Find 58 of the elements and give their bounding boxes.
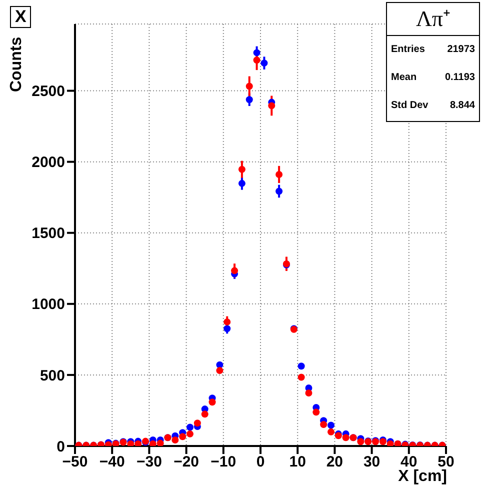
point: [260, 60, 268, 67]
point: [298, 374, 305, 381]
chart-title: X: [10, 6, 32, 28]
point: [201, 410, 208, 418]
annotation: Λπ⁺: [387, 3, 479, 36]
point: [194, 420, 201, 427]
text: 8.844: [450, 99, 475, 113]
point: [149, 440, 156, 446]
x-tick-label: −20: [174, 454, 200, 471]
y-tick-label: 500: [40, 367, 65, 384]
point: [312, 408, 320, 416]
x-tick-label: −40: [99, 454, 125, 471]
point: [238, 166, 246, 173]
point: [327, 428, 334, 436]
point: [320, 421, 328, 428]
x-tick-label: 30: [363, 454, 380, 471]
point: [208, 398, 216, 406]
x-axis-title: X [cm]: [398, 468, 447, 486]
point: [231, 267, 238, 274]
x-tick-label: 0: [256, 454, 265, 471]
text: 21973: [447, 43, 475, 57]
point: [172, 436, 179, 444]
annotation: Entries: [391, 43, 425, 57]
x-tick-label: 10: [289, 454, 306, 471]
point: [327, 422, 334, 429]
point: [276, 188, 283, 195]
point: [298, 362, 305, 370]
y-tick-label: 2000: [32, 154, 65, 172]
point: [224, 318, 231, 326]
point: [246, 96, 253, 104]
annotation: Std Dev: [391, 99, 428, 113]
y-tick-label: 0: [56, 438, 65, 456]
point: [156, 440, 164, 446]
point: [186, 430, 194, 438]
point: [253, 56, 260, 64]
y-tick-label: 1000: [32, 296, 65, 314]
point: [253, 49, 260, 56]
point: [134, 440, 142, 446]
point: [357, 438, 364, 446]
x-tick-label: −10: [210, 454, 236, 471]
point: [179, 433, 186, 440]
point: [186, 424, 194, 431]
annotation: Mean: [391, 71, 417, 85]
annotation: 0.1193: [444, 71, 475, 85]
point: [305, 390, 312, 396]
point: [224, 325, 231, 332]
point: [268, 102, 276, 110]
x-tick-label: −50: [62, 454, 88, 471]
y-axis-title: Counts: [8, 36, 26, 92]
point: [276, 170, 283, 178]
x-tick-label: 20: [326, 454, 344, 471]
point: [342, 434, 350, 442]
point: [216, 367, 224, 374]
point: [246, 82, 253, 90]
x-tick-label: −30: [136, 454, 162, 471]
y-tick-label: 2500: [32, 83, 65, 100]
y-tick-label: 1500: [32, 225, 65, 242]
point: [238, 180, 246, 187]
